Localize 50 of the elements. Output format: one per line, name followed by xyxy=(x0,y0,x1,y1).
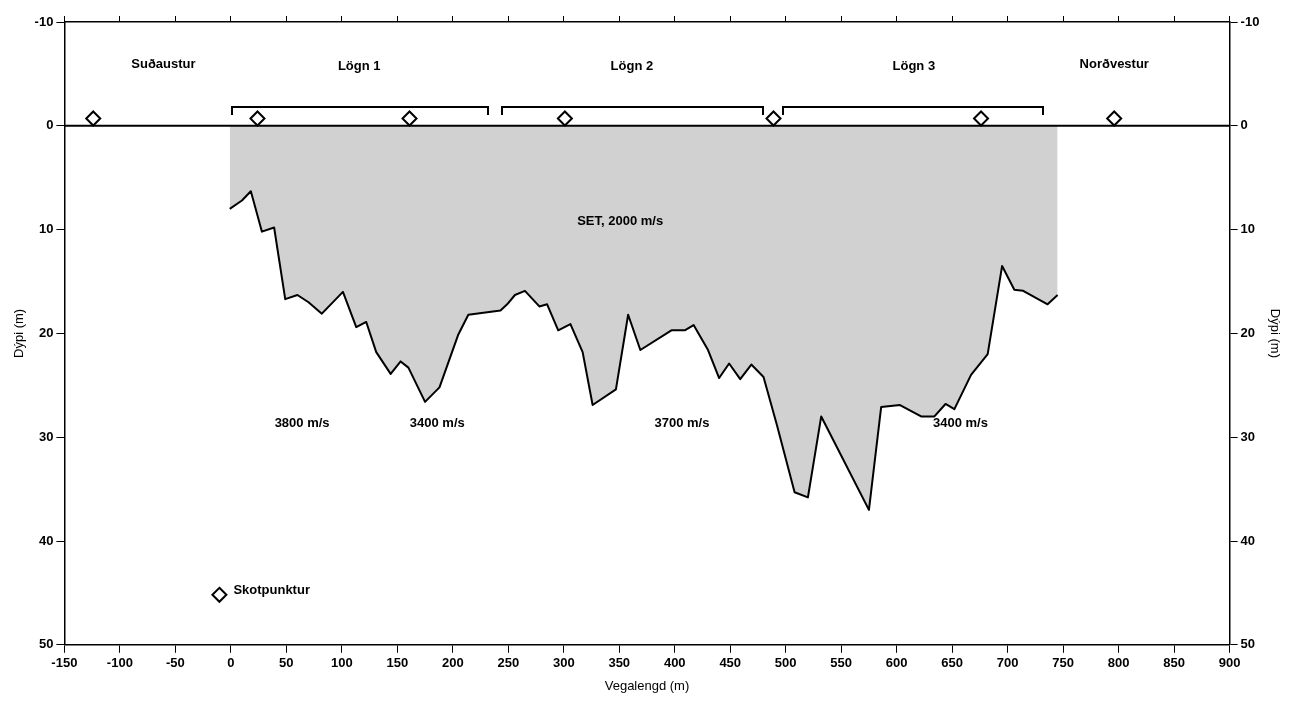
x-tick-label: 750 xyxy=(1052,655,1074,671)
annotation: Lögn 1 xyxy=(337,58,381,74)
x-tick-label: 650 xyxy=(941,655,964,671)
x-tick-label: 700 xyxy=(996,655,1019,671)
y-tick-label: 50 xyxy=(38,636,54,652)
y2-axis-title: Dýpi (m) xyxy=(1267,308,1283,358)
y-tick-label: 40 xyxy=(38,532,54,548)
x-tick-label: 100 xyxy=(330,655,353,671)
legend-label: Skotpunktur xyxy=(233,582,310,598)
y-tick-label: 10 xyxy=(38,221,54,237)
y2-tick-label: 40 xyxy=(1240,532,1256,548)
y-tick-label: -10 xyxy=(34,13,54,29)
annotation: 3800 m/s xyxy=(274,415,330,431)
annotation: 3400 m/s xyxy=(932,415,988,431)
x-tick-label: 150 xyxy=(386,655,409,671)
annotation: Norðvestur xyxy=(1079,55,1149,71)
x-tick-label: -50 xyxy=(165,655,185,671)
x-tick-label: 850 xyxy=(1163,655,1185,671)
y-tick-label: 30 xyxy=(38,428,54,444)
x-tick-label: 0 xyxy=(227,655,235,671)
y-tick-label: 20 xyxy=(38,324,54,340)
x-tick-label: 350 xyxy=(608,655,631,671)
x-tick-label: 400 xyxy=(663,655,686,671)
annotation: 3700 m/s xyxy=(654,415,710,431)
y-axis-title: Dýpi (m) xyxy=(11,308,27,358)
annotation: Lögn 3 xyxy=(892,58,936,74)
x-tick-label: 550 xyxy=(830,655,853,671)
y2-tick-label: 0 xyxy=(1240,117,1248,133)
annotation: Lögn 2 xyxy=(610,58,654,74)
x-tick-label: 50 xyxy=(279,655,294,671)
annotation: Suðaustur xyxy=(131,55,196,71)
y2-tick-label: 50 xyxy=(1240,636,1256,652)
x-tick-label: -100 xyxy=(106,655,133,671)
x-tick-label: 500 xyxy=(774,655,797,671)
x-tick-label: 300 xyxy=(552,655,575,671)
x-tick-label: 600 xyxy=(885,655,908,671)
y2-tick-label: 10 xyxy=(1240,221,1256,237)
x-tick-label: 200 xyxy=(441,655,464,671)
annotation: SET, 2000 m/s xyxy=(577,212,664,228)
annotation: 3400 m/s xyxy=(409,415,465,431)
x-tick-label: 800 xyxy=(1107,655,1130,671)
y-tick-label: 0 xyxy=(46,117,54,133)
x-tick-label: -150 xyxy=(51,655,78,671)
x-tick-label: 250 xyxy=(497,655,520,671)
y2-tick-label: 30 xyxy=(1240,428,1256,444)
x-tick-label: 900 xyxy=(1218,655,1241,671)
x-tick-label: 450 xyxy=(719,655,742,671)
y2-tick-label: -10 xyxy=(1240,13,1260,29)
y2-tick-label: 20 xyxy=(1240,324,1256,340)
x-axis-title: Vegalengd (m) xyxy=(604,677,690,693)
